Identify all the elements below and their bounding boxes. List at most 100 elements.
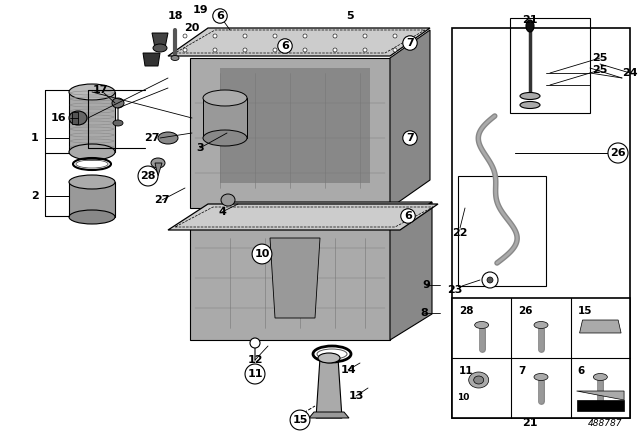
Text: 6: 6 [578,366,585,376]
Text: 11: 11 [459,366,474,376]
Text: 9: 9 [422,280,430,290]
Text: 13: 13 [348,391,364,401]
Polygon shape [309,412,349,418]
Text: 18: 18 [167,11,183,21]
Circle shape [487,277,493,283]
Circle shape [183,34,187,38]
Circle shape [213,48,217,52]
Polygon shape [155,163,162,176]
Ellipse shape [203,90,247,106]
Text: 12: 12 [247,355,263,365]
Text: 21: 21 [522,15,538,25]
Bar [69,92,115,152]
Text: 17: 17 [92,85,108,95]
Text: 3: 3 [196,143,204,153]
Ellipse shape [526,20,534,32]
Ellipse shape [69,144,115,160]
Circle shape [363,34,367,38]
Circle shape [363,48,367,52]
Bar [203,98,247,138]
Circle shape [183,48,187,52]
Text: 15: 15 [578,306,592,316]
Circle shape [393,48,397,52]
Ellipse shape [475,322,489,328]
Polygon shape [390,202,432,340]
Bar [458,176,546,286]
Ellipse shape [318,353,340,363]
Circle shape [243,34,247,38]
Ellipse shape [520,92,540,99]
Polygon shape [390,30,430,208]
Polygon shape [152,33,168,48]
Text: 26: 26 [518,306,533,316]
Polygon shape [168,28,430,56]
Circle shape [333,48,337,52]
Polygon shape [143,53,160,66]
Circle shape [213,34,217,38]
Text: 5: 5 [346,11,354,21]
Text: 26: 26 [610,148,626,158]
Circle shape [273,34,277,38]
Text: 23: 23 [447,285,463,295]
Text: 25: 25 [592,65,608,75]
Text: 7: 7 [518,366,525,376]
Ellipse shape [151,158,165,168]
Text: 28: 28 [459,306,474,316]
Ellipse shape [520,102,540,108]
Ellipse shape [534,322,548,328]
Bar [452,28,630,418]
Polygon shape [577,391,624,400]
Ellipse shape [158,132,178,144]
Ellipse shape [203,130,247,146]
Polygon shape [168,204,438,230]
Text: 19: 19 [192,5,208,15]
Circle shape [273,48,277,52]
Circle shape [303,48,307,52]
Text: 21: 21 [522,418,538,428]
Ellipse shape [593,374,607,380]
Text: 2: 2 [31,191,39,201]
Text: 27: 27 [154,195,170,205]
Polygon shape [220,68,370,183]
Bar [72,112,78,124]
Ellipse shape [112,98,124,108]
Polygon shape [190,228,390,340]
Bar [510,18,590,113]
Bar [69,182,115,217]
Text: 6: 6 [404,211,412,221]
Circle shape [393,34,397,38]
Text: 6: 6 [216,11,224,21]
Polygon shape [270,238,320,318]
Ellipse shape [113,120,123,126]
Ellipse shape [221,194,235,206]
Ellipse shape [69,210,115,224]
Text: 27: 27 [144,133,160,143]
Circle shape [243,48,247,52]
Polygon shape [577,400,624,411]
Polygon shape [580,320,621,333]
Text: 16: 16 [50,113,66,123]
Text: 22: 22 [452,228,468,238]
Ellipse shape [153,44,167,52]
Circle shape [303,34,307,38]
Ellipse shape [69,84,115,100]
Text: 28: 28 [140,171,156,181]
Polygon shape [190,58,390,208]
Polygon shape [190,202,432,228]
Polygon shape [316,358,342,418]
Ellipse shape [468,372,489,388]
Text: 8: 8 [420,308,428,318]
Text: 20: 20 [184,23,200,33]
Text: 7: 7 [406,38,414,48]
Circle shape [482,272,498,288]
Text: 25: 25 [592,53,608,63]
Text: 10: 10 [457,393,469,402]
Text: 7: 7 [406,38,414,48]
Text: 11: 11 [247,369,263,379]
Text: 488787: 488787 [588,419,622,428]
Ellipse shape [69,175,115,189]
Circle shape [250,338,260,348]
Ellipse shape [534,374,548,380]
Circle shape [333,34,337,38]
Text: 7: 7 [406,133,414,143]
